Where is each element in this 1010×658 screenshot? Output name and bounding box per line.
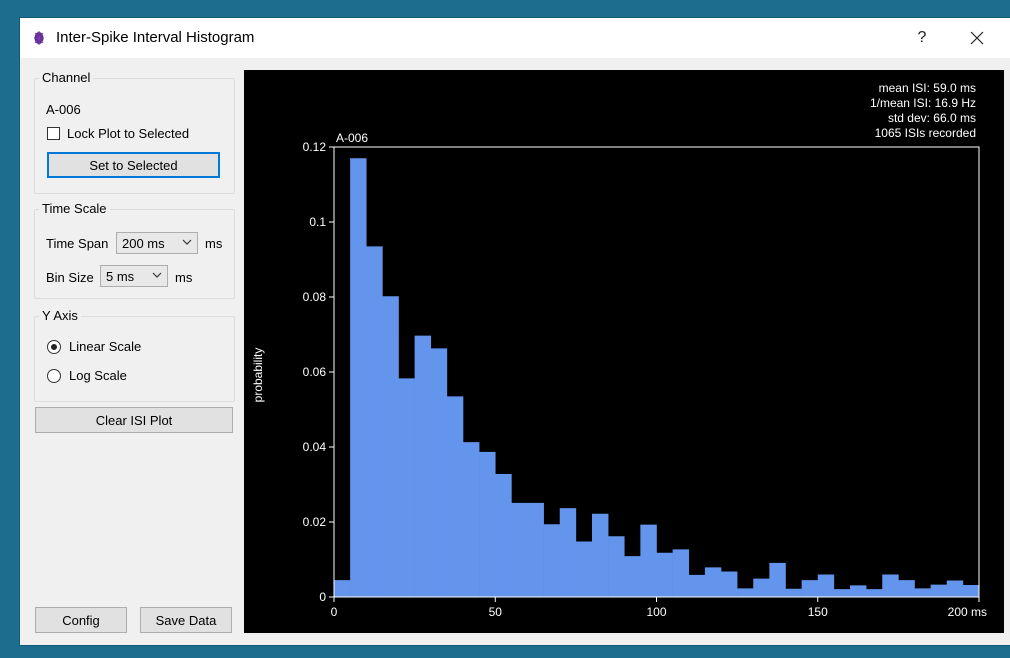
histogram-bar	[608, 536, 625, 597]
histogram-bar	[463, 442, 480, 597]
time-scale-group: Time Scale	[34, 201, 235, 299]
y-tick-label: 0.12	[303, 140, 327, 154]
histogram-bar	[640, 524, 657, 597]
y-tick-label: 0.08	[303, 290, 327, 304]
bin-size-unit: ms	[175, 270, 193, 285]
histogram-chart: 0 50 100 150 200 ms00.020.040.060.080.10.12 …	[251, 81, 987, 619]
channel-group-title: Channel	[39, 70, 94, 85]
histogram-bar	[769, 562, 786, 597]
x-tick-label: 0	[331, 605, 338, 619]
bin-size-select[interactable]: 5 ms	[100, 265, 168, 287]
window-title: Inter-Spike Interval Histogram	[56, 29, 255, 46]
time-span-select[interactable]: 200 ms	[116, 232, 198, 254]
histogram-bar	[334, 580, 351, 597]
isi-histogram-window: Inter-Spike Interval Histogram ? Channel…	[20, 18, 1010, 645]
histogram-bar	[882, 574, 899, 597]
x-tick-label: 100	[646, 605, 666, 619]
histogram-bar	[479, 451, 496, 597]
time-span-value: 200 ms	[122, 236, 165, 251]
histogram-bar	[446, 396, 464, 597]
log-scale-radio[interactable]	[47, 369, 61, 383]
histogram-bar	[656, 552, 673, 597]
clear-isi-plot-button[interactable]: Clear ISI Plot	[35, 407, 233, 433]
x-tick-label: 200 ms	[948, 605, 987, 619]
y-tick-label: 0	[319, 590, 326, 604]
close-button[interactable]	[957, 24, 997, 52]
config-button[interactable]: Config	[35, 607, 127, 633]
y-axis-label: probability	[251, 348, 265, 403]
y-axis-group-title: Y Axis	[39, 308, 81, 323]
linear-scale-label[interactable]: Linear Scale	[69, 339, 142, 354]
log-scale-label[interactable]: Log Scale	[69, 368, 127, 383]
histogram-bar	[946, 580, 964, 597]
histogram-bar	[511, 502, 528, 597]
histogram-bar	[366, 246, 383, 597]
histogram-bar	[575, 541, 593, 597]
y-tick-label: 0.1	[309, 215, 326, 229]
histogram-bar	[850, 585, 867, 597]
chevron-down-icon	[182, 239, 192, 245]
histogram-bar	[430, 348, 448, 597]
isi-histogram-plot[interactable]: 0 50 100 150 200 ms 0 0.02 0.04 0.06 0.08 0.1 0.12 …	[244, 70, 1004, 633]
set-to-selected-button[interactable]: Set to Selected	[47, 152, 220, 178]
save-data-button[interactable]: Save Data	[140, 607, 232, 633]
chart-title: A-006	[336, 131, 368, 145]
time-scale-group-title: Time Scale	[39, 201, 110, 216]
y-tick-label: 0.06	[303, 365, 327, 379]
y-tick-label: 0.04	[303, 440, 327, 454]
stat-inv-mean-isi: 1/mean ISI: 16.9 Hz	[870, 96, 976, 110]
histogram-bar	[624, 556, 641, 597]
histogram-bar	[543, 524, 561, 597]
histogram-bar	[785, 588, 802, 597]
bin-size-value: 5 ms	[106, 269, 135, 284]
histogram-bar	[688, 574, 706, 597]
histogram-bar	[801, 580, 819, 597]
histogram-bar	[672, 549, 690, 597]
y-axis-group: Y Axis	[34, 308, 235, 402]
lock-plot-checkbox[interactable]	[47, 127, 60, 140]
y-tick-label: 0.02	[303, 515, 327, 529]
channel-name: A-006	[46, 102, 81, 117]
histogram-bar	[527, 502, 544, 597]
help-button[interactable]: ?	[917, 29, 927, 46]
histogram-bar	[559, 508, 577, 597]
histogram-bar	[898, 580, 915, 597]
x-tick-label: 50	[489, 605, 503, 619]
app-icon	[34, 31, 44, 45]
histogram-bar	[962, 585, 980, 597]
histogram-bar	[721, 571, 738, 597]
histogram-bar	[592, 513, 609, 597]
histogram-bar	[704, 567, 722, 597]
histogram-bar	[350, 158, 367, 597]
linear-scale-radio[interactable]	[47, 340, 61, 354]
lock-plot-label[interactable]: Lock Plot to Selected	[67, 126, 190, 141]
histogram-bar	[737, 588, 754, 597]
chevron-down-icon	[152, 272, 162, 278]
time-span-unit: ms	[205, 236, 223, 251]
stat-isi-count: 1065 ISIs recorded	[875, 126, 976, 140]
histogram-bar	[753, 578, 770, 597]
histogram-bar	[817, 574, 835, 597]
histogram-bar	[833, 589, 851, 597]
channel-group: Channel	[34, 70, 235, 194]
histogram-bar	[398, 378, 415, 597]
histogram-bar	[414, 335, 432, 597]
close-icon	[970, 31, 984, 45]
histogram-bar	[930, 584, 948, 597]
histogram-bar	[866, 589, 883, 597]
histogram-bar	[382, 296, 399, 597]
title-bar[interactable]: Inter-Spike Interval Histogram ?	[20, 18, 1010, 58]
stat-std-dev: std dev: 66.0 ms	[888, 111, 976, 125]
bin-size-label: Bin Size	[46, 270, 94, 285]
histogram-bar	[495, 474, 512, 597]
x-tick-label: 150	[808, 605, 828, 619]
time-span-label: Time Span	[46, 236, 109, 251]
histogram-bar	[914, 588, 931, 597]
stat-mean-isi: mean ISI: 59.0 ms	[879, 81, 976, 95]
